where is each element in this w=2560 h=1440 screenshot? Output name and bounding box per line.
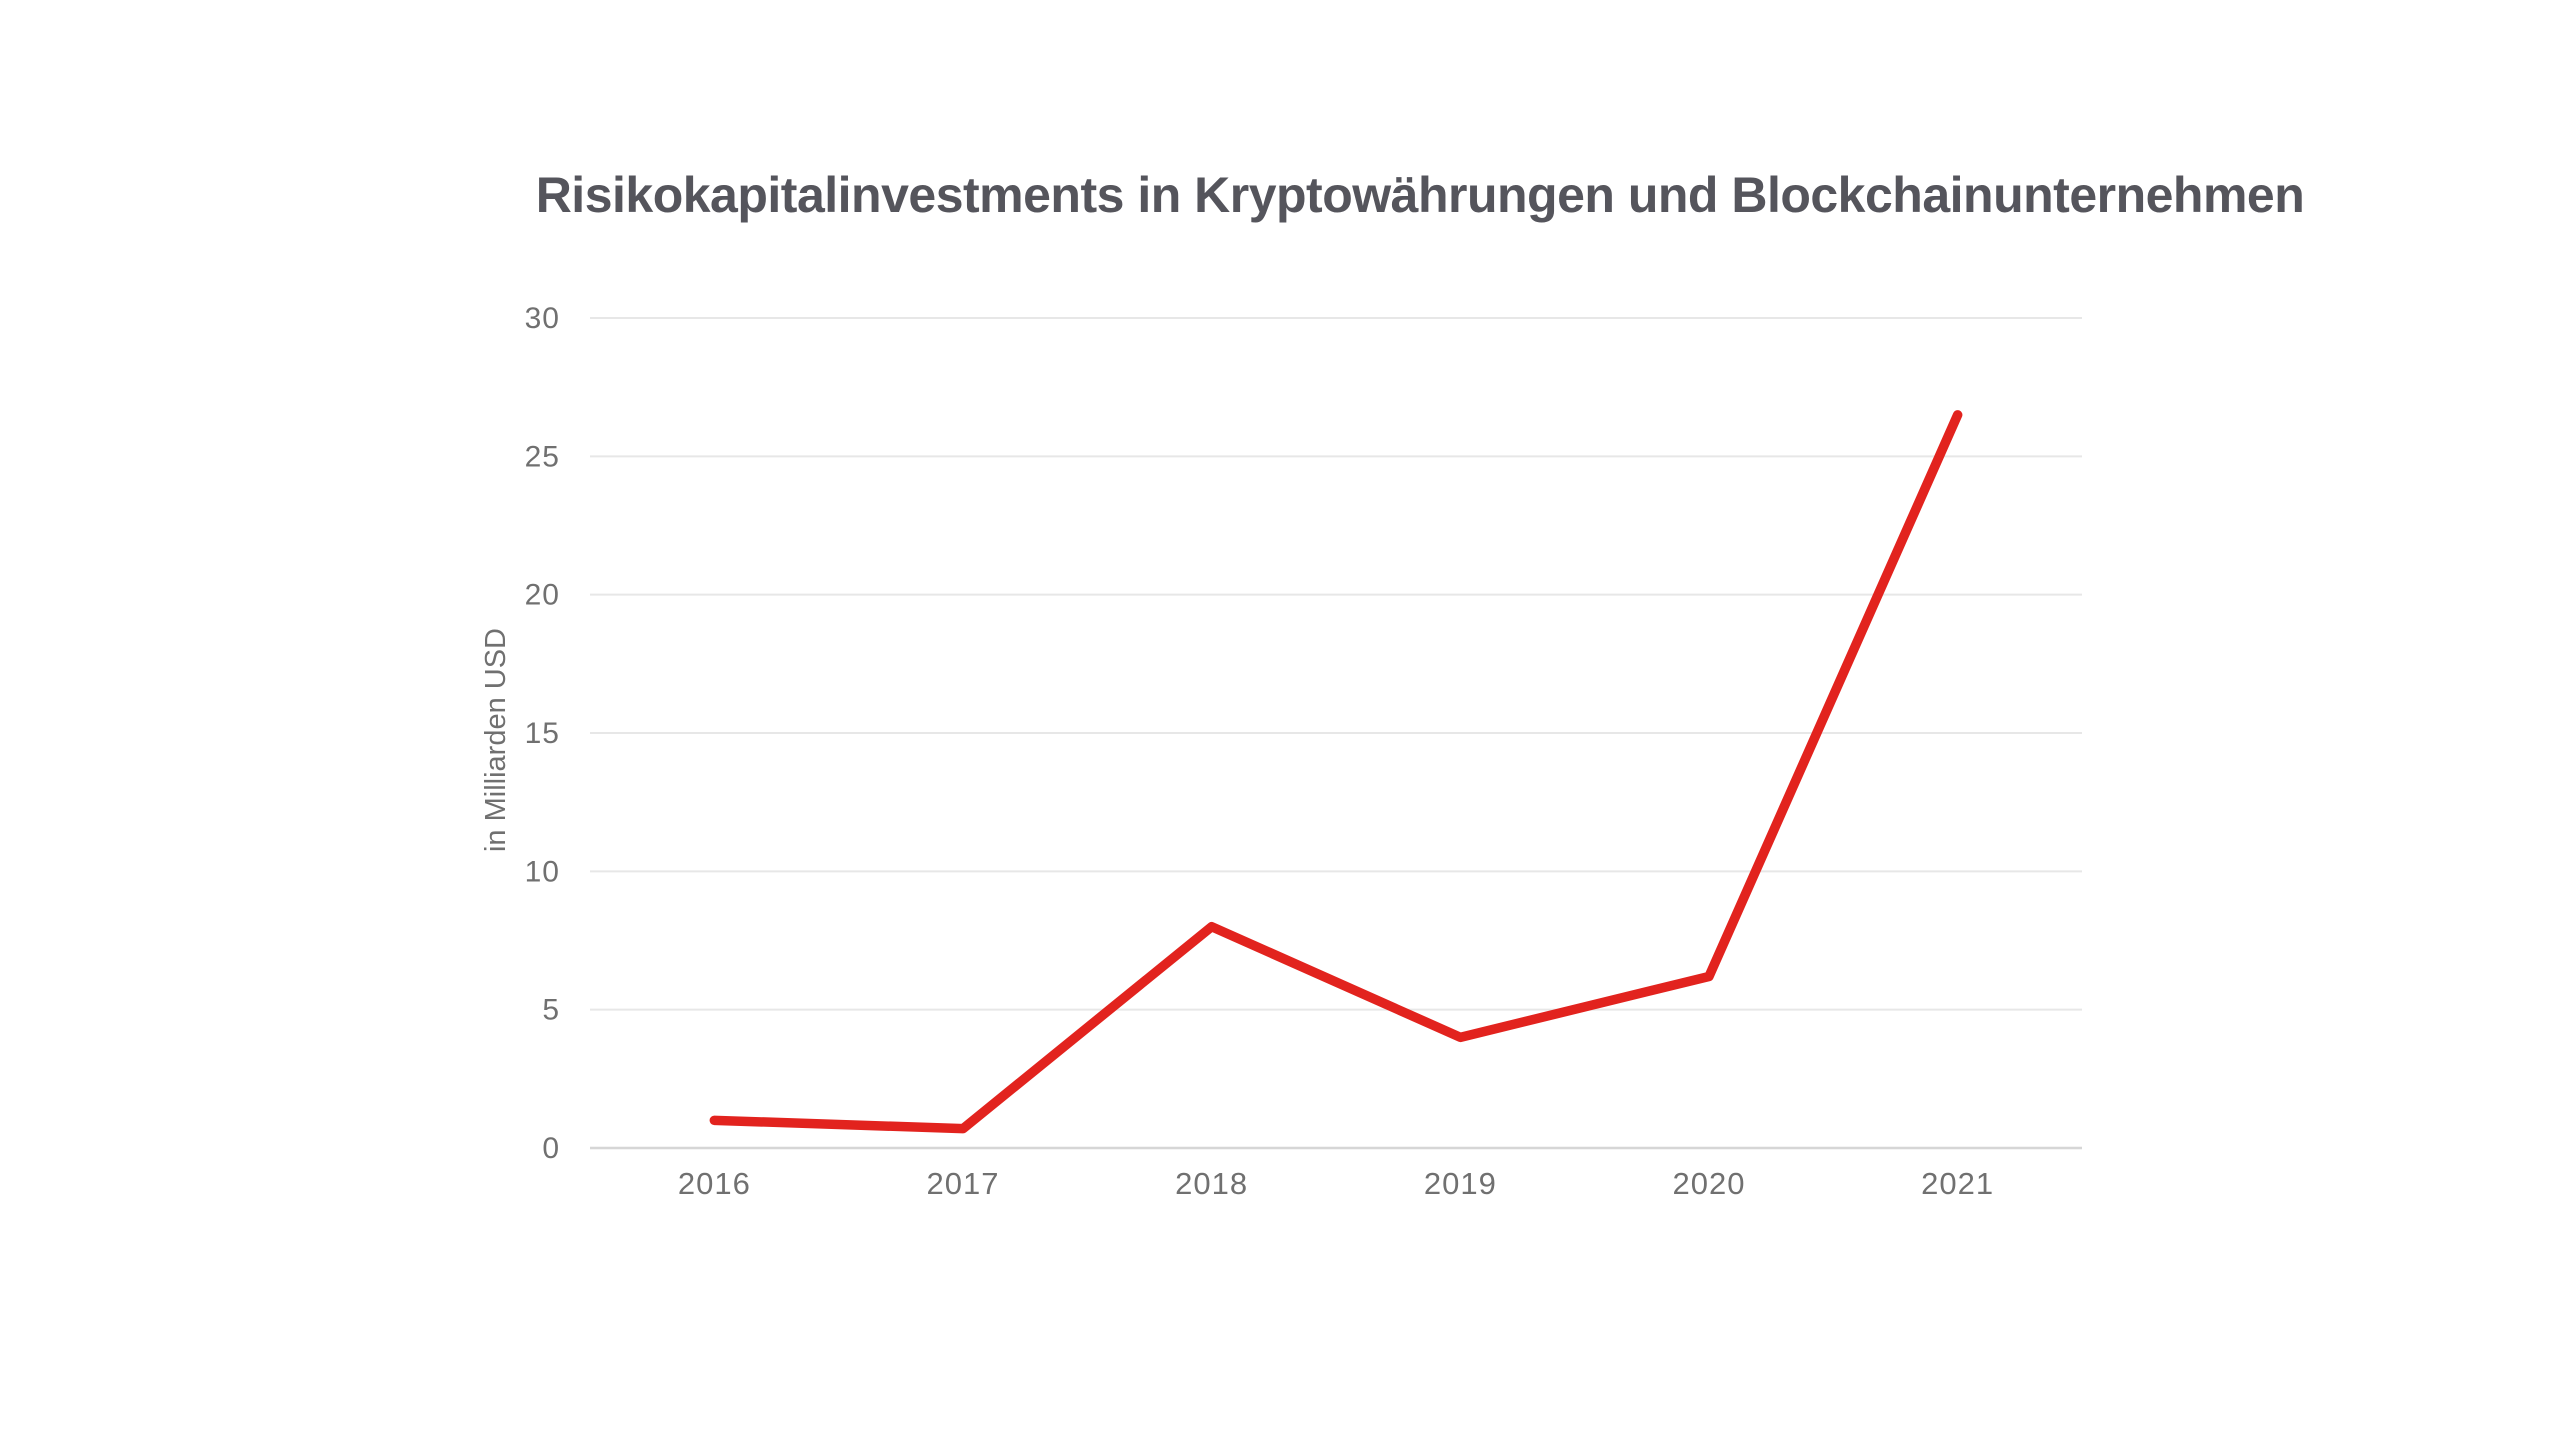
x-tick-label: 2016 <box>678 1166 751 1201</box>
y-tick-label: 0 <box>542 1132 560 1165</box>
data-line <box>709 410 1963 1134</box>
x-tick-label: 2018 <box>1175 1166 1248 1201</box>
y-axis-title: in Milliarden USD <box>480 628 512 852</box>
chart-title: Risikokapitalinvestments in Kryptowährun… <box>535 167 2305 223</box>
x-tick-label: 2021 <box>1921 1166 1994 1201</box>
x-tick-label: 2017 <box>927 1166 1000 1201</box>
y-tick-label: 10 <box>525 855 560 888</box>
y-tick-label: 5 <box>542 994 560 1027</box>
y-tick-label: 20 <box>525 579 560 612</box>
y-tick-label: 25 <box>525 440 560 473</box>
x-tick-label: 2019 <box>1424 1166 1497 1201</box>
x-tick-label: 2020 <box>1673 1166 1746 1201</box>
y-tick-label: 15 <box>525 717 560 750</box>
y-tick-label: 30 <box>525 302 560 335</box>
